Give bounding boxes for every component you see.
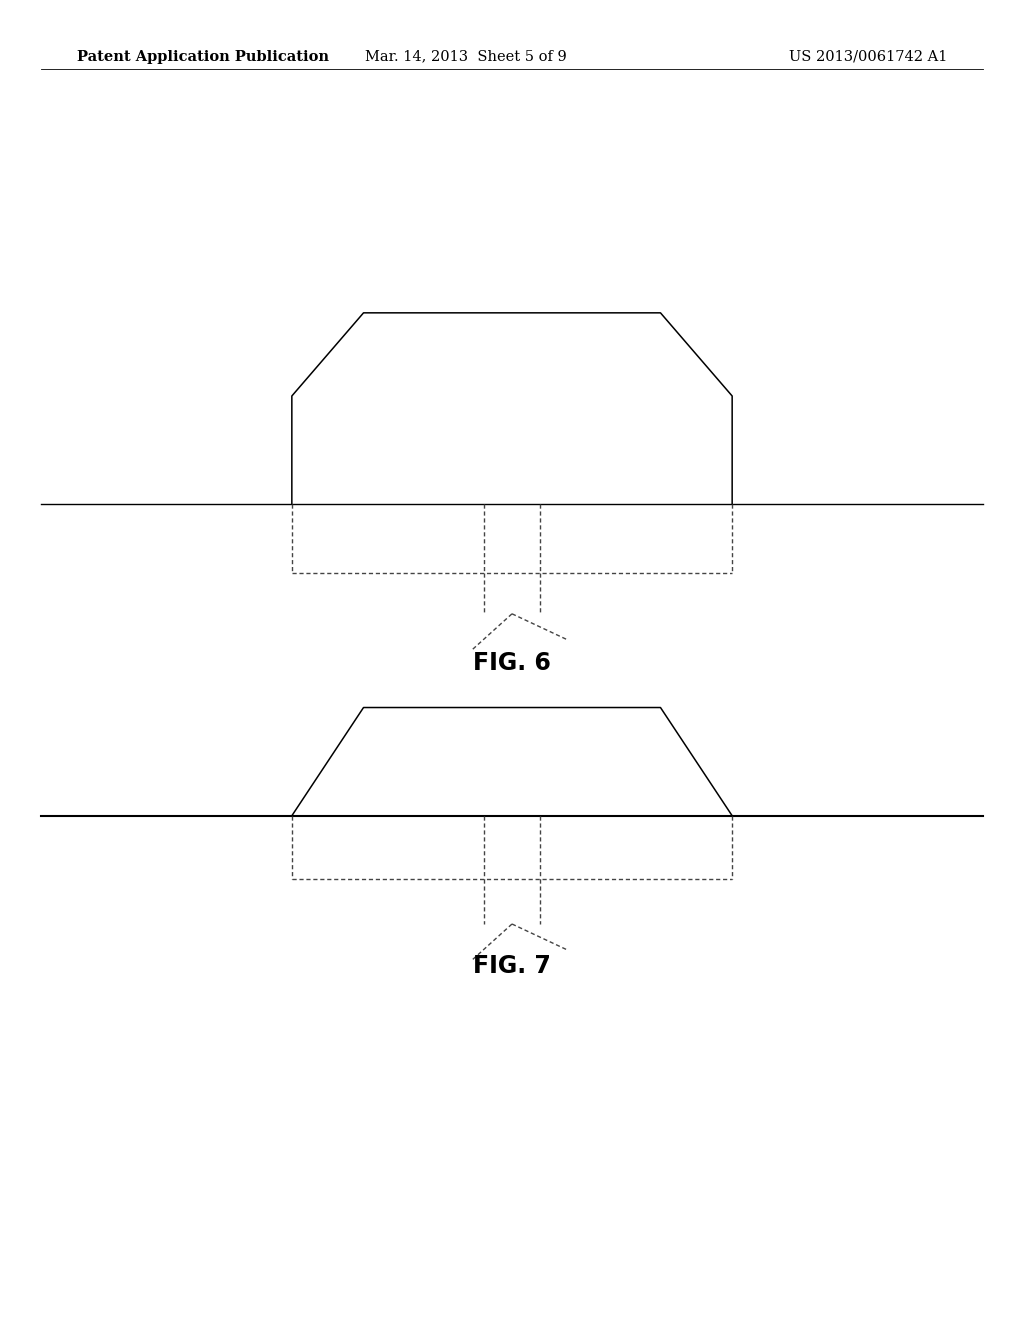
Text: Mar. 14, 2013  Sheet 5 of 9: Mar. 14, 2013 Sheet 5 of 9 [365, 50, 567, 63]
Text: FIG. 7: FIG. 7 [473, 954, 551, 978]
Text: FIG. 6: FIG. 6 [473, 651, 551, 675]
Text: Patent Application Publication: Patent Application Publication [77, 50, 329, 63]
Text: US 2013/0061742 A1: US 2013/0061742 A1 [788, 50, 947, 63]
